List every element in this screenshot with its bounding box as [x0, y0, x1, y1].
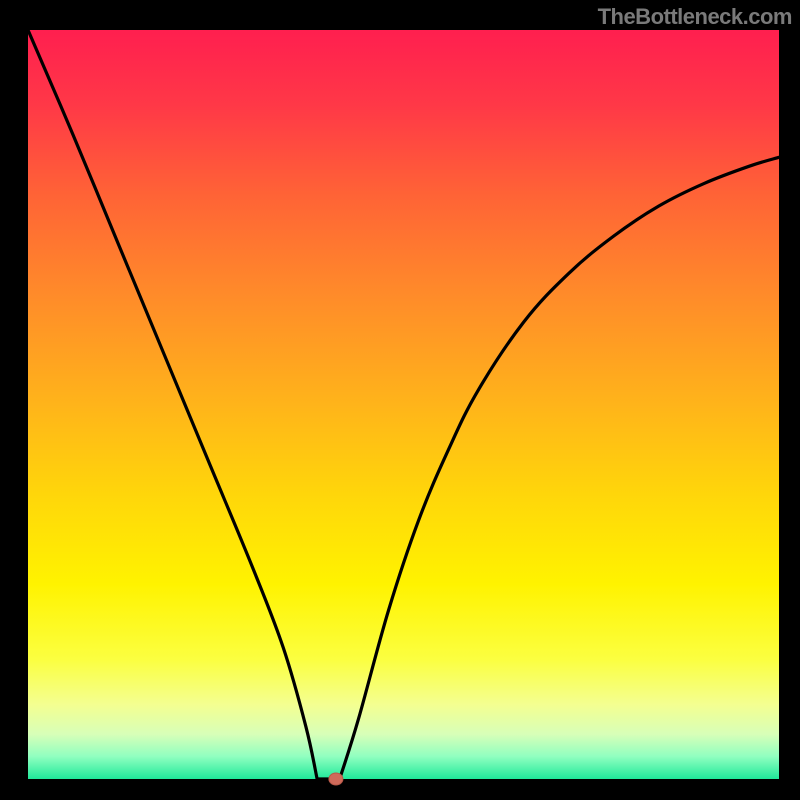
- optimum-marker: [329, 773, 343, 785]
- plot-background: [28, 30, 779, 779]
- chart-svg: [0, 0, 800, 800]
- watermark-text: TheBottleneck.com: [598, 4, 792, 30]
- chart-frame: TheBottleneck.com: [0, 0, 800, 800]
